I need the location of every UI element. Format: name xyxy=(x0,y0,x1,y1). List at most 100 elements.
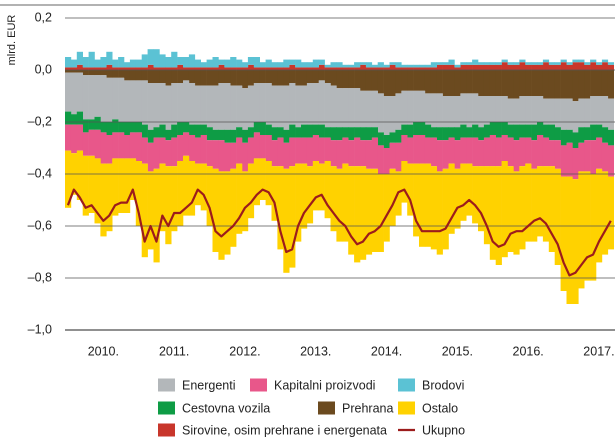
bar-segment xyxy=(306,70,314,83)
bar-segment xyxy=(430,67,437,70)
bar-segment xyxy=(283,129,290,143)
bar-segment xyxy=(200,85,207,125)
bar-segment xyxy=(560,62,567,70)
bar-segment xyxy=(94,70,101,76)
bar-segment xyxy=(466,127,473,138)
bar-segment xyxy=(94,116,101,130)
bar-segment xyxy=(596,137,603,169)
bar-segment xyxy=(501,70,508,96)
bar-segment xyxy=(271,70,278,86)
bar-segment xyxy=(436,127,443,141)
bar-segment xyxy=(383,70,390,96)
bar-segment xyxy=(242,88,249,130)
bar-segment xyxy=(542,62,550,70)
bar-segment xyxy=(65,57,72,68)
bar-segment xyxy=(342,67,349,70)
bar-segment xyxy=(129,70,137,81)
bar-segment xyxy=(306,137,314,167)
bar-segment xyxy=(377,70,384,94)
bar-segment xyxy=(377,62,384,68)
bar-segment xyxy=(525,70,532,96)
bar-segment xyxy=(548,64,555,70)
bar-segment xyxy=(118,158,125,213)
bar-segment xyxy=(542,166,550,242)
bar-segment xyxy=(607,62,614,65)
bar-segment xyxy=(177,64,184,70)
bar-segment xyxy=(548,124,555,141)
bar-segment xyxy=(478,64,485,70)
bar-segment xyxy=(371,168,378,252)
bar-segment xyxy=(330,70,337,86)
bar-segment xyxy=(82,57,89,68)
bar-segment xyxy=(230,67,237,70)
bar-segment xyxy=(124,135,131,159)
bar-segment xyxy=(513,64,520,70)
bar-segment xyxy=(413,70,420,91)
bar-segment xyxy=(218,140,225,172)
bar-segment xyxy=(312,70,319,83)
bar-segment xyxy=(430,62,437,68)
bar-segment xyxy=(507,166,514,252)
bar-segment xyxy=(100,67,107,70)
bar-segment xyxy=(436,70,443,94)
bar-segment xyxy=(572,148,579,180)
bar-segment xyxy=(560,145,567,177)
bar-segment xyxy=(124,122,131,135)
bar-segment xyxy=(177,161,184,226)
bar-segment xyxy=(265,59,272,68)
bar-segment xyxy=(277,127,284,138)
bar-segment xyxy=(141,70,148,81)
bar-segment xyxy=(259,122,266,135)
bar-segment xyxy=(336,62,343,68)
legend-swatch xyxy=(398,378,415,392)
bar-segment xyxy=(289,59,296,65)
bar-segment xyxy=(100,70,107,76)
bar-segment xyxy=(265,83,272,125)
bar-segment xyxy=(525,163,532,242)
bar-segment xyxy=(236,127,243,138)
bar-segment xyxy=(236,163,243,234)
bar-segment xyxy=(560,176,567,291)
bar-segment xyxy=(348,127,355,141)
bar-segment xyxy=(554,70,561,99)
bar-segment xyxy=(324,83,331,128)
bar-segment xyxy=(224,142,231,172)
bar-segment xyxy=(601,142,609,172)
bar-segment xyxy=(566,129,573,143)
bar-segment xyxy=(135,122,142,133)
bar-segment xyxy=(601,62,609,70)
bar-segment xyxy=(489,166,496,260)
bar-segment xyxy=(147,83,154,130)
bar-segment xyxy=(566,70,573,99)
bar-segment xyxy=(413,163,420,237)
bar-segment xyxy=(407,124,414,138)
y-tick-label: 0,0 xyxy=(35,62,52,76)
bar-segment xyxy=(460,137,467,164)
bar-segment xyxy=(501,122,508,135)
bar-segment xyxy=(525,64,532,70)
bar-segment xyxy=(489,122,496,135)
bar-segment xyxy=(277,70,284,86)
bar-segment xyxy=(165,85,172,130)
bar-segment xyxy=(106,77,113,122)
bar-segment xyxy=(283,85,290,130)
bar-segment xyxy=(354,137,361,167)
bar-segment xyxy=(65,124,72,151)
bar-segment xyxy=(531,168,538,242)
bar-segment xyxy=(365,67,373,70)
bar-segment xyxy=(542,124,550,138)
bar-segment xyxy=(419,135,426,164)
bar-segment xyxy=(70,67,78,70)
bar-segment xyxy=(112,158,119,216)
bar-segment xyxy=(324,70,331,83)
bar-segment xyxy=(507,70,514,99)
bar-segment xyxy=(295,127,302,138)
bar-segment xyxy=(430,137,437,167)
bar-segment xyxy=(513,171,520,255)
bar-segment xyxy=(100,163,107,237)
bar-segment xyxy=(383,96,390,135)
bar-segment xyxy=(124,158,131,213)
bar-segment xyxy=(312,124,319,135)
bar-segment xyxy=(318,137,325,164)
bar-segment xyxy=(112,119,119,133)
